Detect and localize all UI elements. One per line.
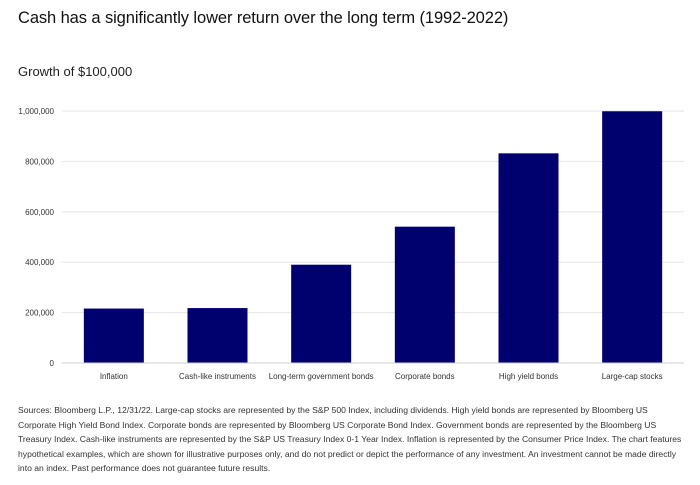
y-axis: 0 200,000 400,000 600,000 800,000 1,000,000 [18, 107, 54, 368]
bars [83, 111, 663, 363]
y-tick-label: 0 [50, 359, 55, 368]
y-tick-label: 600,000 [25, 208, 54, 217]
y-tick-label: 1,000,000 [18, 107, 54, 116]
chart-title: Cash has a significantly lower return ov… [18, 9, 509, 27]
x-tick-label: Corporate bonds [395, 372, 455, 381]
x-tick-label: Cash-like instruments [179, 372, 256, 381]
x-axis: Inflation Cash-like instruments Long-term … [100, 372, 663, 381]
x-tick-label: Long-term government bonds [269, 372, 374, 381]
bar-long-term-government-bonds [291, 264, 352, 363]
footnote-sources: Sources: Bloomberg L.P., 12/31/22. Large… [18, 405, 682, 474]
bar-large-cap-stocks [602, 111, 663, 363]
chart-subtitle: Growth of $100,000 [18, 64, 133, 79]
x-tick-label: Large-cap stocks [602, 372, 663, 381]
y-tick-label: 200,000 [25, 309, 54, 318]
bar-high-yield-bonds [498, 153, 559, 363]
bar-inflation [83, 308, 144, 363]
bar-chart: 0 200,000 400,000 600,000 800,000 1,000,000 I… [18, 107, 684, 381]
x-tick-label: High yield bonds [499, 372, 558, 381]
y-tick-label: 800,000 [25, 157, 54, 166]
bar-cash-like-instruments [187, 308, 248, 363]
y-tick-label: 400,000 [25, 258, 54, 267]
x-tick-label: Inflation [100, 372, 128, 381]
gridlines [62, 110, 684, 314]
bar-corporate-bonds [394, 226, 455, 363]
